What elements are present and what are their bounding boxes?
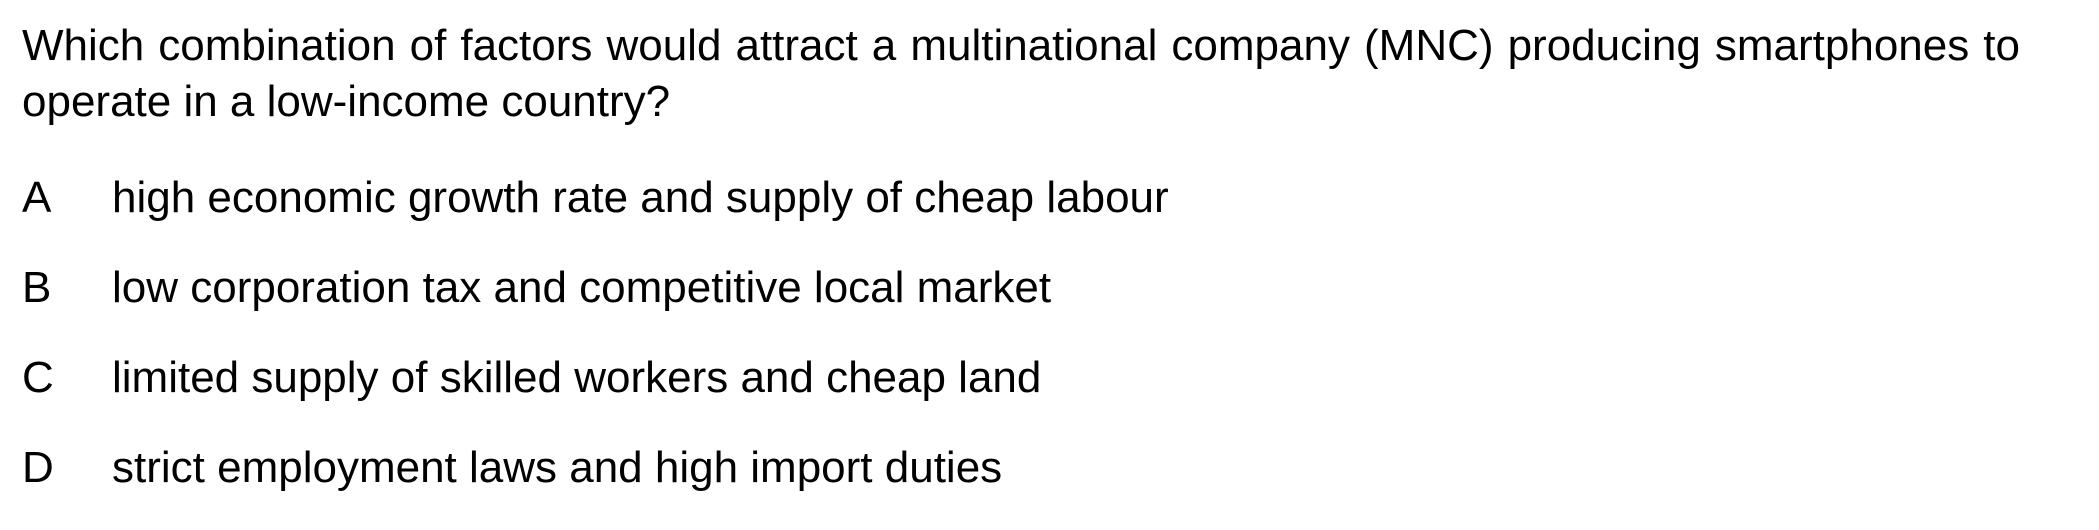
option-d: D strict employment laws and high import… <box>22 440 2020 530</box>
answer-options: A high economic growth rate and supply o… <box>22 170 2020 530</box>
option-text: limited supply of skilled workers and ch… <box>112 353 1042 402</box>
option-text: strict employment laws and high import d… <box>112 443 1003 492</box>
option-letter: D <box>22 443 54 492</box>
option-letter: C <box>22 353 54 402</box>
option-text: low corporation tax and competitive loca… <box>112 263 1052 312</box>
option-b: B low corporation tax and competitive lo… <box>22 260 2020 350</box>
question-stem: Which combination of factors would attra… <box>22 21 2020 126</box>
option-a: A high economic growth rate and supply o… <box>22 170 2020 260</box>
option-c: C limited supply of skilled workers and … <box>22 350 2020 440</box>
option-letter: B <box>22 263 52 312</box>
option-letter: A <box>22 173 52 222</box>
option-text: high economic growth rate and supply of … <box>112 173 1169 222</box>
